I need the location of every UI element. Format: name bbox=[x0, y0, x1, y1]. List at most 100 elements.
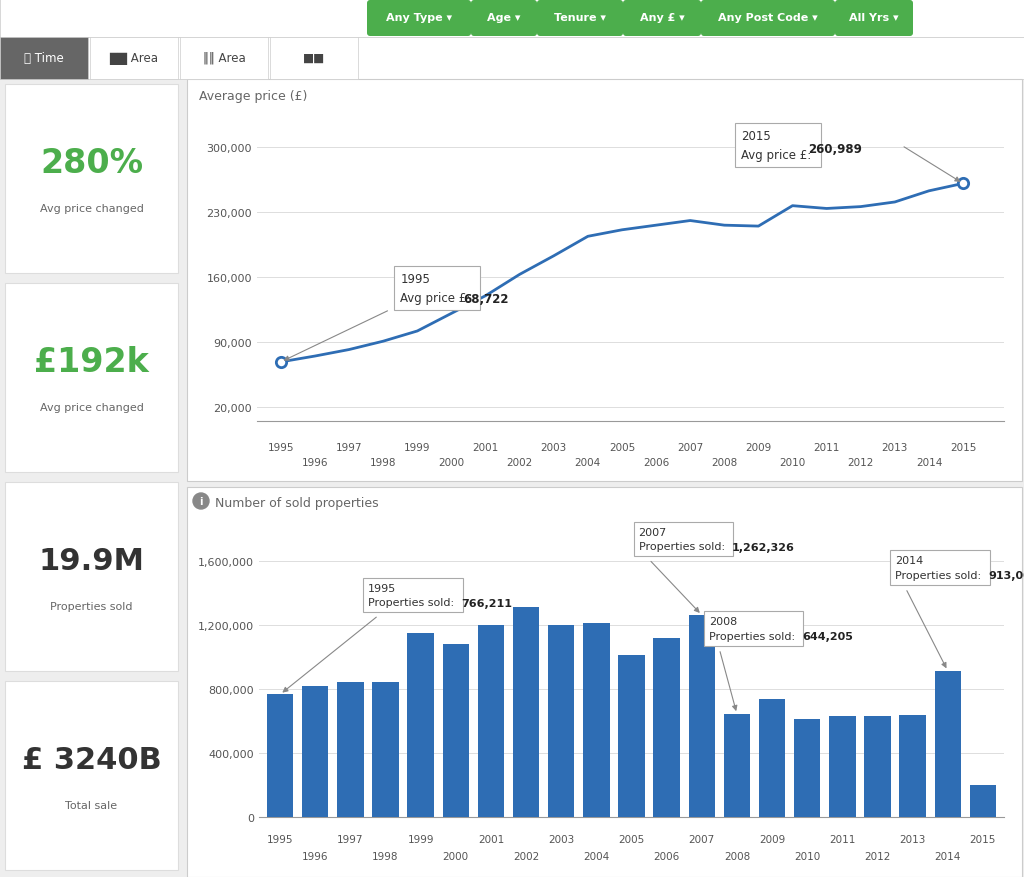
Text: 19.9M: 19.9M bbox=[39, 546, 144, 575]
FancyBboxPatch shape bbox=[835, 1, 913, 37]
Bar bbox=[864, 717, 891, 817]
Text: Any Post Code ▾: Any Post Code ▾ bbox=[718, 13, 818, 23]
Text: 2014: 2014 bbox=[935, 851, 961, 860]
Bar bbox=[935, 671, 961, 817]
Bar bbox=[724, 714, 751, 817]
FancyBboxPatch shape bbox=[701, 1, 835, 37]
Text: 2011: 2011 bbox=[813, 443, 840, 453]
Text: ⏰ Time: ⏰ Time bbox=[25, 52, 63, 64]
FancyBboxPatch shape bbox=[5, 85, 178, 274]
Text: All Yrs ▾: All Yrs ▾ bbox=[849, 13, 899, 23]
Text: 2010: 2010 bbox=[794, 851, 820, 860]
Bar bbox=[759, 699, 785, 817]
Text: 1999: 1999 bbox=[404, 443, 430, 453]
Text: 2003: 2003 bbox=[541, 443, 567, 453]
Text: 2001: 2001 bbox=[472, 443, 499, 453]
Text: 1995: 1995 bbox=[267, 443, 294, 453]
Text: 2002: 2002 bbox=[507, 458, 532, 467]
Text: 2000: 2000 bbox=[442, 851, 469, 860]
FancyBboxPatch shape bbox=[5, 283, 178, 473]
Text: 644,205: 644,205 bbox=[802, 631, 853, 641]
Circle shape bbox=[193, 494, 209, 510]
Text: 766,211: 766,211 bbox=[461, 598, 512, 608]
Text: Average price (£): Average price (£) bbox=[199, 89, 307, 103]
Text: 1997: 1997 bbox=[336, 443, 362, 453]
FancyBboxPatch shape bbox=[0, 38, 1024, 80]
FancyBboxPatch shape bbox=[180, 38, 268, 80]
Bar bbox=[584, 624, 609, 817]
Text: 2007: 2007 bbox=[689, 834, 715, 844]
Text: 1995: 1995 bbox=[267, 834, 293, 844]
Bar bbox=[653, 638, 680, 817]
Text: 2003: 2003 bbox=[548, 834, 574, 844]
Point bbox=[272, 355, 289, 369]
Text: Avg price changed: Avg price changed bbox=[40, 403, 143, 413]
Text: Avg price changed: Avg price changed bbox=[40, 204, 143, 214]
Text: 2013: 2013 bbox=[899, 834, 926, 844]
Bar bbox=[618, 656, 645, 817]
Text: 2002: 2002 bbox=[513, 851, 540, 860]
Text: 1995
Properties sold:: 1995 Properties sold: bbox=[368, 583, 458, 608]
Text: 2006: 2006 bbox=[653, 851, 680, 860]
Text: 2012: 2012 bbox=[848, 458, 873, 467]
Text: Total sale: Total sale bbox=[66, 801, 118, 810]
Text: 1999: 1999 bbox=[408, 834, 434, 844]
Bar bbox=[513, 608, 540, 817]
Text: 2014
Properties sold:: 2014 Properties sold: bbox=[895, 556, 985, 581]
Text: 2007
Properties sold:: 2007 Properties sold: bbox=[639, 527, 728, 552]
Text: 280%: 280% bbox=[40, 147, 143, 180]
Text: Properties sold: Properties sold bbox=[50, 602, 133, 611]
Text: 1998: 1998 bbox=[370, 458, 396, 467]
FancyBboxPatch shape bbox=[0, 38, 88, 80]
Text: 260,989: 260,989 bbox=[808, 143, 862, 156]
Point bbox=[954, 177, 971, 191]
FancyBboxPatch shape bbox=[90, 38, 178, 80]
Text: 2001: 2001 bbox=[478, 834, 504, 844]
Text: 68,722: 68,722 bbox=[464, 293, 509, 306]
Text: 1996: 1996 bbox=[302, 458, 329, 467]
Text: 2015: 2015 bbox=[970, 834, 996, 844]
Text: 2012: 2012 bbox=[864, 851, 891, 860]
Text: ‖‖ Area: ‖‖ Area bbox=[203, 52, 246, 64]
Text: 2008
Properties sold:: 2008 Properties sold: bbox=[709, 617, 799, 641]
Text: 1995
Avg price £:: 1995 Avg price £: bbox=[400, 273, 474, 304]
Text: £192k: £192k bbox=[34, 346, 148, 379]
Text: 2000: 2000 bbox=[438, 458, 465, 467]
Text: 2008: 2008 bbox=[712, 458, 737, 467]
Text: Any Type ▾: Any Type ▾ bbox=[386, 13, 452, 23]
Text: 2015
Avg price £:: 2015 Avg price £: bbox=[741, 130, 815, 161]
Bar bbox=[373, 682, 398, 817]
Bar bbox=[970, 785, 996, 817]
Text: Any £ ▾: Any £ ▾ bbox=[640, 13, 684, 23]
Bar bbox=[408, 633, 434, 817]
Text: 2008: 2008 bbox=[724, 851, 750, 860]
Text: 1997: 1997 bbox=[337, 834, 364, 844]
Bar bbox=[337, 682, 364, 817]
Text: 1998: 1998 bbox=[373, 851, 398, 860]
Text: 2010: 2010 bbox=[779, 458, 806, 467]
Text: Number of sold properties: Number of sold properties bbox=[215, 497, 379, 510]
FancyBboxPatch shape bbox=[270, 38, 358, 80]
FancyBboxPatch shape bbox=[5, 482, 178, 671]
Text: Tenure ▾: Tenure ▾ bbox=[554, 13, 606, 23]
Text: ██ Area: ██ Area bbox=[110, 52, 159, 64]
Bar bbox=[899, 715, 926, 817]
Text: 2009: 2009 bbox=[759, 834, 785, 844]
Bar bbox=[548, 625, 574, 817]
FancyBboxPatch shape bbox=[187, 488, 1022, 877]
Text: 2009: 2009 bbox=[745, 443, 771, 453]
Text: 2013: 2013 bbox=[882, 443, 908, 453]
FancyBboxPatch shape bbox=[5, 681, 178, 870]
Bar bbox=[478, 625, 504, 817]
Text: 2014: 2014 bbox=[915, 458, 942, 467]
FancyBboxPatch shape bbox=[0, 80, 183, 877]
Text: 2005: 2005 bbox=[618, 834, 645, 844]
Text: 2011: 2011 bbox=[829, 834, 855, 844]
FancyBboxPatch shape bbox=[0, 0, 1024, 38]
Bar bbox=[302, 686, 329, 817]
FancyBboxPatch shape bbox=[537, 1, 623, 37]
Text: 1,262,326: 1,262,326 bbox=[732, 542, 795, 552]
Bar bbox=[794, 720, 820, 817]
FancyBboxPatch shape bbox=[367, 1, 471, 37]
Text: 2004: 2004 bbox=[574, 458, 601, 467]
